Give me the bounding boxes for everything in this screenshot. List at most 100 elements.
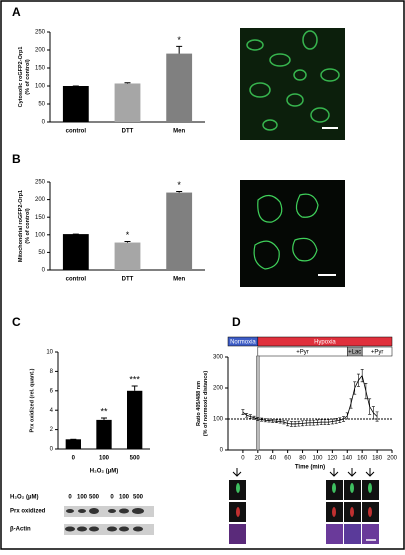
x-tick-label: 80 bbox=[299, 456, 306, 462]
y-axis-label: (% of normoxic distance) bbox=[203, 371, 209, 437]
x-tick-label: Men bbox=[173, 277, 185, 283]
y-tick-label: 10 bbox=[46, 350, 53, 356]
x-tick-label: 500 bbox=[130, 456, 141, 462]
x-axis-label: H₂O₂ (µM) bbox=[90, 469, 118, 475]
x-tick-label: 60 bbox=[284, 456, 291, 462]
lane-label: 0 bbox=[110, 495, 114, 501]
error-bar bbox=[124, 82, 131, 84]
significance-label: * bbox=[126, 230, 130, 240]
y-tick-label: 300 bbox=[213, 355, 224, 361]
axis-break bbox=[256, 355, 260, 451]
y-tick-label: 4 bbox=[50, 408, 54, 414]
y-axis-label: Prx oxidized (rel. quant.) bbox=[29, 368, 35, 432]
y-tick-label: 2 bbox=[50, 427, 54, 433]
panel-label: C bbox=[12, 315, 21, 329]
panel-label: B bbox=[12, 152, 21, 166]
error-bar bbox=[101, 417, 107, 420]
phase-label: +Pyr bbox=[371, 350, 384, 356]
x-axis-label: Time (min) bbox=[295, 465, 325, 471]
y-tick-label: 8 bbox=[50, 369, 54, 375]
x-tick-label: 120 bbox=[327, 456, 338, 462]
significance-label: *** bbox=[129, 374, 140, 384]
lane-label: 0 bbox=[68, 495, 72, 501]
error-bar bbox=[375, 411, 379, 422]
phase-label: +Lac bbox=[348, 350, 361, 356]
significance-label: ** bbox=[100, 406, 108, 416]
x-tick-label: 0 bbox=[241, 456, 245, 462]
bar bbox=[62, 234, 89, 270]
y-tick-label: 100 bbox=[35, 84, 46, 90]
y-tick-label: 250 bbox=[35, 180, 46, 186]
y-tick-label: 50 bbox=[38, 102, 45, 108]
error-bar bbox=[131, 385, 138, 391]
x-tick-label: 160 bbox=[357, 456, 368, 462]
lane-label: 100 bbox=[119, 495, 130, 501]
y-tick-label: 0 bbox=[50, 447, 54, 453]
bar bbox=[65, 439, 81, 449]
y-axis-label: Ratio 405/488 nm bbox=[196, 381, 202, 426]
y-tick-label: 100 bbox=[35, 232, 46, 238]
micrograph bbox=[240, 180, 345, 287]
y-tick-label: 200 bbox=[213, 386, 224, 392]
x-tick-label: 0 bbox=[72, 456, 76, 462]
data-line bbox=[242, 374, 378, 425]
blot-row-label: β-Actin bbox=[10, 527, 31, 533]
y-axis-label: (% of control) bbox=[25, 208, 31, 244]
y-axis-label: Cytosolic roGFP2-Orp1 bbox=[18, 47, 24, 108]
x-tick-label: control bbox=[66, 129, 87, 135]
bar bbox=[114, 83, 141, 122]
bar bbox=[62, 86, 89, 122]
error-bar bbox=[176, 191, 183, 193]
x-tick-label: Men bbox=[173, 129, 185, 135]
y-axis-label: (% of control) bbox=[25, 59, 31, 95]
y-tick-label: 200 bbox=[35, 48, 46, 54]
x-tick-label: 20 bbox=[254, 456, 261, 462]
western-blot bbox=[64, 506, 154, 535]
blot-title: H₂O₂ (µM) bbox=[10, 495, 38, 501]
y-tick-label: 250 bbox=[35, 30, 46, 36]
error-bar bbox=[176, 45, 183, 54]
y-tick-label: 0 bbox=[42, 268, 46, 274]
x-tick-label: 200 bbox=[387, 456, 398, 462]
y-tick-label: 150 bbox=[35, 215, 46, 221]
time-lapse-tiles bbox=[229, 468, 379, 544]
lane-label: 100 bbox=[77, 495, 88, 501]
panel-label: A bbox=[12, 5, 21, 19]
y-tick-label: 0 bbox=[220, 448, 224, 454]
x-tick-label: 100 bbox=[312, 456, 323, 462]
bar bbox=[127, 390, 143, 449]
lane-label: 500 bbox=[133, 495, 144, 501]
micrograph bbox=[240, 28, 345, 140]
panel-label: D bbox=[232, 315, 241, 329]
x-tick-label: 180 bbox=[372, 456, 383, 462]
significance-label: * bbox=[177, 180, 181, 190]
y-tick-label: 100 bbox=[213, 417, 224, 423]
error-bar bbox=[124, 240, 131, 243]
y-tick-label: 6 bbox=[50, 388, 54, 394]
blot-row-label: Prx oxidized bbox=[10, 509, 46, 515]
phase-label: +Pyr bbox=[296, 350, 309, 356]
phase-bar bbox=[361, 346, 393, 357]
x-tick-label: 140 bbox=[342, 456, 353, 462]
bar bbox=[114, 242, 141, 270]
x-tick-label: DTT bbox=[122, 277, 134, 283]
y-tick-label: 150 bbox=[35, 66, 46, 72]
y-tick-label: 0 bbox=[42, 120, 46, 126]
error-bar bbox=[241, 409, 245, 415]
lane-label: 500 bbox=[89, 495, 100, 501]
x-tick-label: DTT bbox=[122, 129, 134, 135]
phase-label: Hypoxia bbox=[314, 340, 336, 346]
phase-bar bbox=[257, 336, 393, 347]
significance-label: * bbox=[177, 35, 181, 45]
x-tick-label: control bbox=[66, 277, 87, 283]
x-tick-label: 40 bbox=[269, 456, 276, 462]
bar bbox=[166, 53, 193, 122]
bar bbox=[96, 419, 112, 449]
phase-label: Normoxia bbox=[230, 340, 256, 346]
y-tick-label: 200 bbox=[35, 197, 46, 203]
bar bbox=[166, 192, 193, 270]
x-tick-label: 100 bbox=[99, 456, 110, 462]
y-axis-label: Mitochondrial roGFP2-Orp1 bbox=[18, 190, 24, 262]
y-tick-label: 50 bbox=[38, 250, 45, 256]
